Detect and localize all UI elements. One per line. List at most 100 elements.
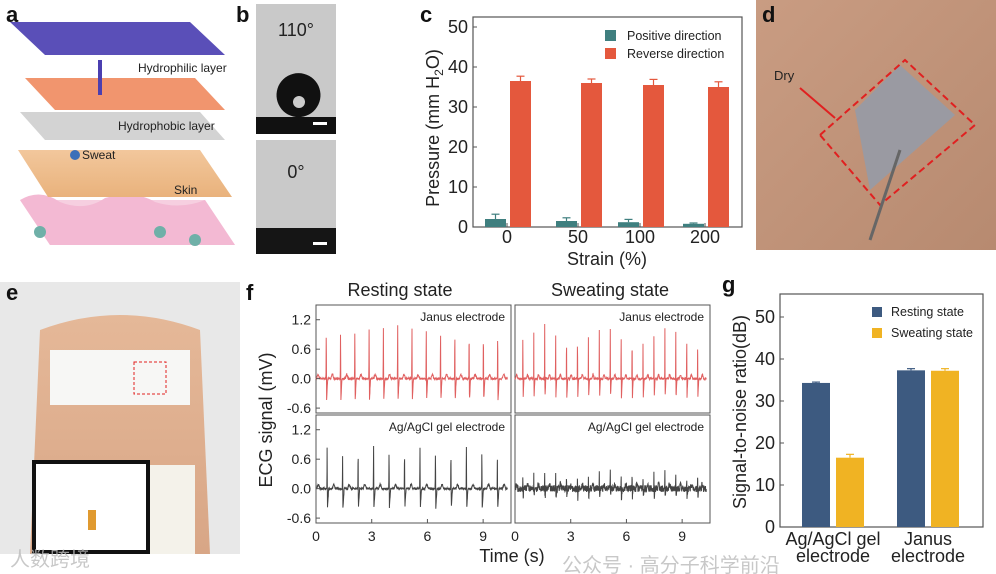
electrode-location-box xyxy=(133,361,167,395)
legend-swatch-sweating xyxy=(872,328,882,338)
x-tick-label: electrode xyxy=(891,546,965,566)
bar-sweating-state xyxy=(931,370,959,527)
ecg-trace xyxy=(315,445,508,509)
x-tick-label: 50 xyxy=(568,227,588,247)
ecg-trace xyxy=(514,469,707,501)
bar-sweating-state xyxy=(836,457,864,527)
x-tick-label: 0 xyxy=(511,528,519,544)
sweat-droplet-icon xyxy=(70,150,80,160)
bar-reverse-direction xyxy=(581,83,602,227)
x-tick-label: 0 xyxy=(502,227,512,247)
hydrophobic-layer xyxy=(20,112,225,140)
x-tick-label: 200 xyxy=(690,227,720,247)
bar-positive-direction xyxy=(556,221,577,227)
bar-positive-direction xyxy=(683,223,704,227)
y-tick-label: 40 xyxy=(448,57,468,77)
bar-reverse-direction xyxy=(708,87,729,227)
y-tick-label: 50 xyxy=(448,17,468,37)
ecg-plot-frame xyxy=(514,414,711,524)
electrode-inset xyxy=(32,460,150,554)
bar-resting-state xyxy=(802,382,830,527)
scale-bar xyxy=(313,242,327,245)
panel-a-schematic: a Hydrophilic layer Hydrophobic layer Sw… xyxy=(6,2,235,246)
y-tick-label: 10 xyxy=(448,177,468,197)
sweat-gland-icon xyxy=(189,234,201,246)
chart-f-marks: Janus electrode 1.2 0.6 0.0 -0.6 Janus electr… xyxy=(287,304,711,544)
y-tick-label: 30 xyxy=(755,391,775,411)
x-tick-label: 100 xyxy=(625,227,655,247)
legend-sweating: Sweating state xyxy=(891,326,973,340)
hydrophilic-layer xyxy=(10,22,225,55)
bar-positive-direction xyxy=(485,219,506,227)
y-axis-label: ECG signal (mV) xyxy=(256,352,276,487)
x-tick-label: electrode xyxy=(796,546,870,566)
contact-angle-110: 110° xyxy=(278,20,314,40)
panel-label-b: b xyxy=(236,2,249,27)
y-tick-label: 20 xyxy=(755,433,775,453)
janus-membrane xyxy=(855,65,955,190)
panel-label-g: g xyxy=(722,272,735,297)
tweezers xyxy=(868,149,902,241)
y-tick-label: 0.0 xyxy=(292,481,312,497)
watermark-left: 人数跨境 xyxy=(10,548,90,571)
sweat-gland-icon xyxy=(34,226,46,238)
y-tick-label: 0.6 xyxy=(292,341,312,357)
bar-reverse-direction xyxy=(510,81,531,227)
chest-strap xyxy=(50,350,190,405)
label-skin: Skin xyxy=(174,183,197,197)
x-tick-label: Ag/AgCl gel xyxy=(785,529,880,549)
x-tick-label: Janus xyxy=(904,529,952,549)
panel-e-photo: e xyxy=(0,280,240,554)
water-droplet xyxy=(276,73,321,117)
y-tick-label: 10 xyxy=(755,475,775,495)
y-tick-label: 0 xyxy=(765,517,775,537)
electrode-label: Janus electrode xyxy=(420,310,505,324)
electrode-label: Ag/AgCl gel electrode xyxy=(389,420,505,434)
legend-positive: Positive direction xyxy=(627,29,722,43)
bar-reverse-direction xyxy=(643,85,664,227)
panel-b-contact-angle: b 110° 0° xyxy=(236,2,336,254)
panel-label-c: c xyxy=(420,2,432,27)
dry-annotation: Dry xyxy=(774,68,795,83)
dry-region-box xyxy=(818,58,977,207)
y-tick-label: -0.6 xyxy=(287,510,311,526)
skin-layer xyxy=(18,150,232,197)
y-tick-label: 50 xyxy=(755,307,775,327)
y-tick-label: 0.0 xyxy=(292,371,312,387)
middle-fiber-layer xyxy=(25,78,225,110)
ecg-plot-frame xyxy=(514,304,711,414)
x-axis-label: Strain (%) xyxy=(567,249,647,269)
panel-label-e: e xyxy=(6,280,18,305)
y-tick-label: 20 xyxy=(448,137,468,157)
bar-positive-direction xyxy=(618,222,639,227)
legend-swatch-positive xyxy=(605,30,616,41)
panel-label-d: d xyxy=(762,2,775,27)
ecg-plot-frame xyxy=(315,304,512,414)
legend-swatch-resting xyxy=(872,307,882,317)
x-axis-label: Time (s) xyxy=(479,546,544,566)
dermis-wave xyxy=(20,194,235,245)
panel-c-pressure-chart: c Pressure (mm H2O) Strain (%) 0 10 20 30 40… xyxy=(420,2,743,269)
x-tick-label: 0 xyxy=(312,528,320,544)
plot-frame xyxy=(472,16,743,228)
title-sweating: Sweating state xyxy=(551,280,669,300)
legend-reverse: Reverse direction xyxy=(627,47,724,61)
label-hydrophobic: Hydrophobic layer xyxy=(118,119,215,133)
y-tick-label: 40 xyxy=(755,349,775,369)
plot-frame xyxy=(779,293,984,528)
contact-angle-0: 0° xyxy=(287,162,304,182)
scale-bar xyxy=(313,122,327,125)
panel-d-photo: d Dry xyxy=(756,0,996,250)
label-sweat: Sweat xyxy=(82,148,116,162)
y-tick-label: 30 xyxy=(448,97,468,117)
legend-swatch-reverse xyxy=(605,48,616,59)
y-tick-label: 0 xyxy=(458,217,468,237)
ecg-trace xyxy=(315,325,508,401)
sweat-gland-icon xyxy=(154,226,166,238)
x-tick-label: 6 xyxy=(424,528,432,544)
y-tick-label: 1.2 xyxy=(292,312,312,328)
panel-f-ecg: f Resting state Sweating state ECG signa… xyxy=(246,280,711,566)
x-tick-label: 9 xyxy=(678,528,686,544)
